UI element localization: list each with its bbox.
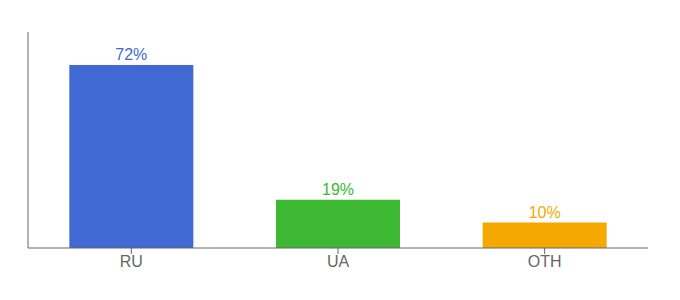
svg-text:RU: RU (120, 253, 143, 270)
svg-text:OTH: OTH (528, 253, 562, 270)
svg-text:19%: 19% (322, 181, 354, 198)
svg-text:72%: 72% (115, 46, 147, 63)
svg-text:UA: UA (327, 253, 350, 270)
svg-text:10%: 10% (529, 204, 561, 221)
